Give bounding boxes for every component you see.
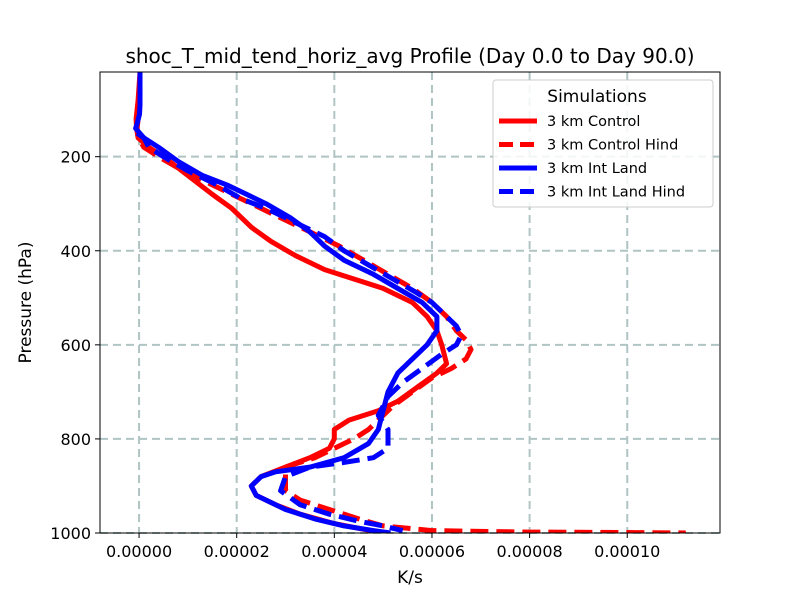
series-layer: [133, 72, 686, 533]
axis-layer: 0.00000 0.00002 0.00004 0.00006 0.00008 0.000…: [50, 148, 660, 561]
x-tick-label: 0.00010: [594, 542, 660, 561]
y-axis-title: Pressure (hPa): [16, 242, 36, 364]
y-tick-label: 800: [60, 430, 91, 449]
x-tick-label: 0.00004: [301, 542, 367, 561]
legend-label: 3 km Control Hind: [547, 138, 678, 154]
legend: Simulations 3 km Control 3 km Control Hin…: [492, 79, 714, 208]
grid-layer: [100, 72, 720, 534]
legend-box: [492, 79, 714, 208]
legend-label: 3 km Int Land Hind: [547, 185, 685, 201]
y-tick-label: 400: [60, 242, 91, 261]
legend-entries: 3 km Control 3 km Control Hind 3 km Int La…: [499, 114, 685, 201]
chart-title: shoc_T_mid_tend_horiz_avg Profile (Day 0…: [125, 44, 694, 68]
series-line-4: [135, 131, 464, 533]
y-tick-label: 200: [60, 148, 91, 167]
legend-title: Simulations: [547, 87, 647, 107]
legend-label: 3 km Int Land: [547, 161, 647, 177]
y-tick-label: 600: [60, 336, 91, 355]
x-tick-label: 0.00000: [106, 542, 172, 561]
x-tick-label: 0.00002: [204, 542, 270, 561]
legend-label: 3 km Control: [547, 114, 640, 130]
series-line-2: [134, 118, 686, 533]
plot-frame: [99, 71, 721, 534]
x-tick-label: 0.00008: [497, 542, 563, 561]
x-axis-title: K/s: [397, 568, 423, 588]
series-line-3: [133, 72, 440, 533]
y-tick-label: 1000: [50, 524, 91, 543]
x-tick-label: 0.00006: [399, 542, 465, 561]
